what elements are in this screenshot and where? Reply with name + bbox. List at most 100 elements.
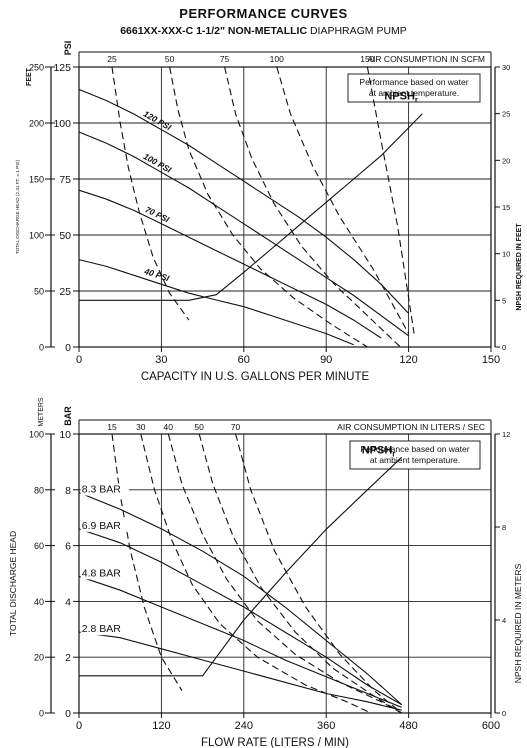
left-inner-tick-label: 25 [59, 286, 71, 298]
air-tick-label: 30 [136, 422, 146, 432]
air-curve-40 [167, 433, 402, 714]
note-line-1: Performance based on water [360, 444, 469, 454]
x-tick-label: 60 [238, 354, 250, 366]
x-tick-label: 150 [482, 354, 500, 366]
npsh-label: NPSHr [362, 444, 396, 458]
pressure-label: 2.8 BAR [82, 623, 122, 635]
x-tick-label: 90 [320, 354, 332, 366]
pressure-curve [78, 631, 402, 711]
air-tick-label: 100 [270, 54, 284, 64]
left-inner-tick-label: 100 [53, 118, 71, 130]
right-tick-label: 15 [502, 203, 510, 212]
air-curve-70 [235, 433, 403, 714]
x-axis-title: CAPACITY IN U.S. GALLONS PER MINUTE [141, 371, 370, 383]
air-axis-label: AIR CONSUMPTION IN LITERS / SEC [337, 422, 485, 432]
right-axis-title: NPSH REQUIRED IN METERS [513, 563, 523, 683]
left-inner-tick-label: 50 [59, 230, 71, 242]
left-outer-tick-label: 150 [29, 175, 44, 185]
x-axis-title: FLOW RATE (LITERS / MIN) [201, 737, 349, 748]
air-tick-label: 25 [107, 54, 117, 64]
left-outer-tick-label: 100 [29, 231, 44, 241]
air-axis-label: AIR CONSUMPTION IN SCFM [367, 54, 485, 64]
note-line-1: Performance based on water [359, 77, 468, 87]
npsh-curve [79, 456, 403, 677]
left-outer-tick-label: 200 [29, 119, 44, 129]
air-curve-50 [169, 66, 368, 348]
air-curve-15 [111, 433, 183, 691]
pressure-label: 4.8 BAR [82, 567, 122, 579]
x-tick-label: 600 [482, 720, 500, 732]
pressure-curve [78, 259, 354, 346]
left-outer-tick-label: 100 [29, 430, 44, 440]
npsh-label-sub: r [392, 449, 395, 458]
air-tick-label: 40 [164, 422, 174, 432]
right-tick-label: 20 [502, 156, 510, 165]
left-outer-unit-label: METERS [38, 397, 45, 427]
note-box [349, 440, 481, 470]
pressure-label: 40 PSI [142, 266, 171, 284]
left-inner-tick-label: 2 [65, 652, 71, 664]
pressure-label-bg [80, 623, 129, 636]
x-tick-label: 360 [317, 720, 335, 732]
left-inner-tick-label: 10 [59, 429, 71, 441]
right-tick-label: 5 [502, 296, 506, 305]
air-curve-30 [140, 433, 372, 714]
left-outer-tick-label: 250 [29, 63, 44, 73]
npsh-label-main: NPSH [384, 91, 415, 103]
left-inner-tick-label: 6 [65, 541, 71, 553]
left-inner-tick-label: 0 [65, 342, 71, 354]
left-outer-unit-label: FEET [26, 67, 33, 86]
left-inner-unit-label: BAR [63, 406, 73, 426]
air-tick-label: 150 [360, 54, 374, 64]
left-inner-tick-label: 125 [53, 62, 71, 74]
pressure-label: 8.3 BAR [82, 484, 122, 496]
npsh-label: NPSHr [384, 91, 418, 105]
pressure-label-bg [80, 483, 129, 496]
pressure-curve [78, 575, 402, 708]
pressure-label-bg [80, 567, 129, 580]
air-curve-50 [198, 433, 402, 714]
x-tick-label: 0 [76, 720, 82, 732]
left-outer-tick-label: 60 [34, 541, 44, 551]
left-axis-title: TOTAL DISCHARGE HEAD [8, 531, 18, 636]
air-curve-150 [366, 66, 415, 334]
pressure-label-bg [80, 519, 129, 532]
model-subtitle: 6661XX-XXX-C 1-1/2" NON-METALLIC DIAPHRA… [0, 25, 527, 37]
x-tick-label: 0 [76, 354, 82, 366]
pressure-curve [78, 189, 382, 339]
x-tick-label: 120 [152, 720, 170, 732]
left-inner-unit-label: PSI [63, 41, 73, 56]
x-tick-label: 30 [155, 354, 167, 366]
plot-frame [78, 433, 492, 714]
right-tick-label: 0 [502, 709, 506, 718]
plot-frame [78, 66, 492, 348]
right-tick-label: 4 [502, 616, 506, 625]
x-tick-label: 120 [399, 354, 417, 366]
left-inner-tick-label: 4 [65, 596, 71, 608]
x-tick-label: 480 [399, 720, 417, 732]
pressure-curve [78, 131, 409, 337]
npsh-label-main: NPSH [362, 444, 393, 456]
npsh-curve [79, 113, 423, 301]
left-inner-tick-label: 0 [65, 708, 71, 720]
pressure-curve [78, 528, 402, 706]
right-tick-label: 12 [502, 430, 510, 439]
air-curve-100 [276, 66, 410, 334]
note-line-2: at ambient temperature. [370, 455, 460, 465]
left-outer-tick-label: 80 [34, 485, 44, 495]
left-outer-tick-label: 0 [39, 709, 44, 719]
air-tick-label: 50 [194, 422, 204, 432]
left-inner-tick-label: 75 [59, 174, 71, 186]
x-tick-label: 240 [235, 720, 253, 732]
page-title: PERFORMANCE CURVES [179, 6, 348, 21]
air-tick-label: 50 [165, 54, 175, 64]
note-line-2: at ambient temperature. [369, 88, 459, 98]
right-axis-title: NPSH REQUIRED IN FEET [516, 223, 523, 311]
air-tick-label: 15 [107, 422, 117, 432]
left-outer-tick-label: 20 [34, 653, 44, 663]
right-tick-label: 30 [502, 63, 510, 72]
left-axis-title: TOTAL DISCHARGE HEAD (2.31 FT. = 1 PSI) [15, 159, 20, 254]
